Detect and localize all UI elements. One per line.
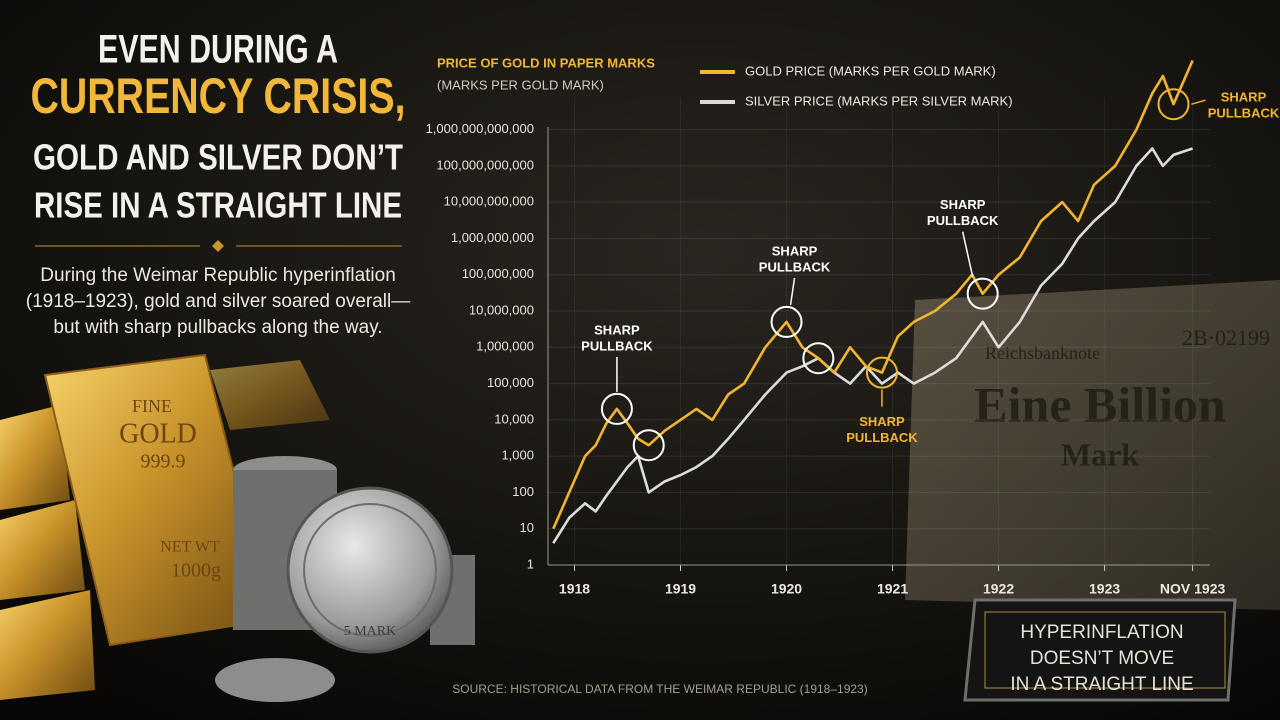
badge-text: HYPERINFLATION DOESN’T MOVE IN A STRAIGH…: [1010, 622, 1193, 695]
gold-bar-text: GOLD: [119, 418, 197, 449]
x-tick-label: 1918: [559, 581, 590, 597]
annotation-text: PULLBACK: [759, 259, 831, 274]
banknote-paper: [905, 280, 1280, 610]
y-tick-label: 10: [520, 520, 534, 535]
y-tick-label: 100: [512, 484, 534, 499]
gold-bar-text: FINE: [132, 396, 172, 416]
pullback-circle: [865, 356, 898, 389]
annotation-text: PULLBACK: [927, 213, 999, 228]
annotation-arrow: [1191, 99, 1206, 105]
annotation-text: PULLBACK: [846, 430, 918, 445]
banknote-currency: Mark: [1061, 436, 1139, 472]
annotation-arrow: [789, 277, 796, 306]
intro-line: but with sharp pullbacks along the way.: [53, 317, 382, 338]
pullback-circle: [1157, 88, 1190, 121]
y-tick-label: 10,000: [494, 411, 534, 426]
source-note: SOURCE: HISTORICAL DATA FROM THE WEIMAR …: [452, 682, 867, 696]
y-tick-label: 100,000,000,000: [436, 157, 534, 172]
intro-line: During the Weimar Republic hyperinflatio…: [40, 265, 396, 286]
intro-line: (1918–1923), gold and silver soared over…: [26, 291, 410, 312]
badge-line: HYPERINFLATION: [1020, 622, 1183, 643]
y-tick-label: 1,000: [501, 448, 534, 463]
headline-highlight: CURRENCY CRISIS,: [31, 68, 406, 124]
annotation-text: SHARP: [772, 243, 818, 258]
badge-frame: [984, 611, 1226, 689]
series-line: [552, 147, 1194, 544]
gold-bar-back: [0, 590, 95, 700]
chart-title: PRICE OF GOLD IN PAPER MARKS: [437, 55, 655, 70]
headline-line: RISE IN A STRAIGHT LINE: [34, 185, 402, 226]
coin-text: 5 MARK: [344, 624, 397, 639]
y-tick-label: 10,000,000: [469, 302, 534, 317]
annotation-text: SHARP: [1221, 90, 1267, 105]
y-tick-label: 1: [527, 556, 534, 571]
bullion-illustration: FINE GOLD 999.9 NET WT 1000g 5 MARK: [0, 353, 475, 702]
silver-coin: [286, 486, 454, 654]
y-tick-label: 1,000,000: [476, 339, 534, 354]
gold-bar-text: 999.9: [141, 451, 186, 473]
x-tick-label: 1919: [665, 581, 696, 597]
gold-bar-back: [0, 405, 70, 510]
x-tick-label: 1923: [1089, 581, 1120, 597]
gold-bar-text: NET WT: [160, 539, 220, 556]
x-tick-label: 1920: [771, 581, 802, 597]
y-tick-label: 1,000,000,000,000: [426, 121, 534, 136]
legend-label: GOLD PRICE (MARKS PER GOLD MARK): [745, 63, 996, 78]
banknote-denomination: Eine Billion: [974, 376, 1226, 432]
y-tick-label: 100,000,000: [462, 266, 534, 281]
badge-line: DOESN’T MOVE: [1030, 648, 1174, 669]
divider-ornament: [212, 240, 224, 252]
x-tick-label: 1922: [983, 581, 1014, 597]
y-tick-label: 100,000: [487, 375, 534, 390]
banknote-serial: 2B·02199: [1182, 325, 1270, 350]
annotation-text: PULLBACK: [581, 338, 653, 353]
annotation-text: SHARP: [594, 322, 640, 337]
banknote: 2B·02199 Reichsbanknote Eine Billion Mar…: [905, 280, 1280, 610]
y-tick-label: 10,000,000,000: [444, 194, 534, 209]
annotation-text: PULLBACK: [1208, 106, 1280, 121]
headline-line: GOLD AND SILVER DON’T: [33, 137, 403, 178]
banknote-caption: Reichsbanknote: [985, 343, 1100, 363]
annotation-text: SHARP: [859, 414, 905, 429]
badge-plate: [963, 598, 1237, 702]
x-tick-label: 1921: [877, 581, 908, 597]
pullback-circle: [632, 429, 665, 462]
series-line: [552, 59, 1194, 530]
headline-line: EVEN DURING A: [98, 28, 338, 72]
plot-area: 1 10 100 1,000 10,000 100,000 1,000,000 10,000,…: [426, 97, 1226, 597]
intro: During the Weimar Republic hyperinflatio…: [26, 265, 410, 338]
gold-bar-text: 1000g: [171, 560, 221, 582]
pullback-circle: [966, 277, 999, 310]
y-tick-label: 1,000,000,000: [451, 230, 534, 245]
annotation-text: SHARP: [940, 197, 986, 212]
silver-coin-rim: [303, 503, 437, 637]
gold-bar-back: [210, 360, 330, 430]
legend-label: SILVER PRICE (MARKS PER SILVER MARK): [745, 93, 1013, 108]
pullback-circle: [600, 392, 633, 425]
coin-stack: [215, 658, 335, 702]
headline: EVEN DURING A CURRENCY CRISIS, GOLD AND …: [31, 28, 406, 226]
x-tick-label: NOV 1923: [1160, 581, 1226, 597]
pullback-circle: [770, 305, 803, 338]
annotation-arrow: [961, 231, 974, 277]
gold-bar-back: [0, 500, 85, 600]
badge-line: IN A STRAIGHT LINE: [1010, 674, 1193, 695]
y-axis-label: (MARKS PER GOLD MARK): [437, 77, 604, 92]
gold-bar-stamp: FINE GOLD 999.9 NET WT 1000g: [119, 396, 221, 581]
pullback-circle: [802, 342, 835, 375]
badge: HYPERINFLATION DOESN’T MOVE IN A STRAIGH…: [963, 598, 1237, 702]
